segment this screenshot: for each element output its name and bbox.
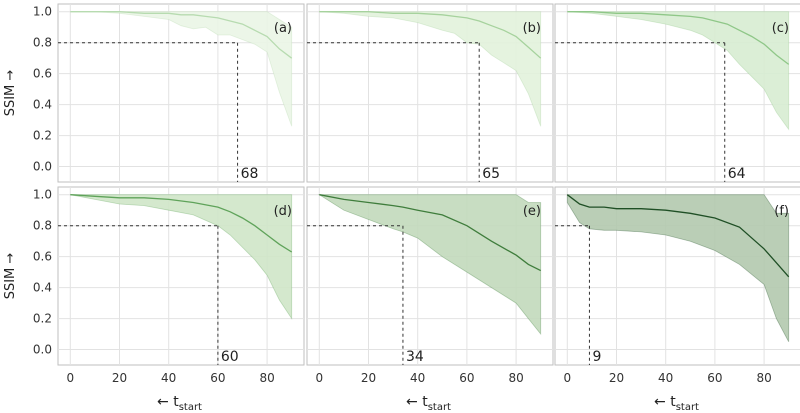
panel-plot-area: [555, 4, 800, 182]
y-tick-label: 0.2: [33, 312, 52, 326]
panel-b: 65 (b): [306, 3, 554, 183]
x-axis-subscript: start: [179, 402, 202, 413]
panel-c: 64 (c): [554, 3, 800, 183]
x-tick-label: 0: [563, 371, 571, 385]
x-tick-label: 80: [259, 371, 274, 385]
panel-grid: 68 (a) 0.0 0.2 0.4 0.6 0.8 1.0 65 (b) 64 (c) 60 (d) 0.…: [33, 3, 800, 385]
panel-letter: (f): [774, 204, 789, 219]
x-axis-title: ← tstart: [406, 394, 451, 413]
mean-line: [70, 11, 293, 59]
threshold-value-label: 64: [728, 166, 746, 182]
panel-letter: (c): [772, 21, 789, 36]
x-axis-title: ← tstart: [654, 394, 699, 413]
x-tick-label: 0: [315, 371, 323, 385]
x-axis-title: ← tstart: [157, 394, 202, 413]
panel-plot-area: [307, 187, 553, 365]
x-axis-subscript: start: [676, 402, 699, 413]
x-axis-arrow: ←: [406, 394, 422, 410]
mean-line: [70, 194, 293, 253]
x-tick-label: 60: [459, 371, 474, 385]
threshold-value-label: 9: [592, 349, 601, 365]
y-tick-label: 0.4: [33, 281, 52, 295]
x-axis-main: t: [422, 394, 428, 410]
mean-line: [319, 11, 542, 59]
x-tick-label: 80: [756, 371, 771, 385]
panel-plot-area: [58, 187, 304, 365]
y-tick-label: 0.4: [33, 98, 52, 112]
confidence-band: [70, 11, 293, 127]
y-tick-label: 0.8: [33, 36, 52, 50]
y-axis-title: SSIM →: [3, 70, 18, 117]
y-tick-label: 1.0: [33, 188, 52, 202]
y-axis-title: SSIM →: [3, 253, 18, 300]
x-tick-label: 40: [161, 371, 176, 385]
y-tick-label: 0.2: [33, 129, 52, 143]
x-tick-label: 40: [410, 371, 425, 385]
panel-a: 68 (a) 0.0 0.2 0.4 0.6 0.8 1.0: [33, 3, 305, 183]
x-axis-subscript: start: [428, 402, 451, 413]
x-tick-label: 20: [112, 371, 127, 385]
threshold-value-label: 60: [221, 349, 239, 365]
panel-f: 9 (f) 0 20 40 60 80: [554, 186, 800, 385]
x-axis-arrow: ←: [654, 394, 670, 410]
panel-d: 60 (d) 0.0 0.2 0.4 0.6 0.8 1.0 0 20 40 60 80: [33, 186, 305, 385]
threshold-value-label: 65: [482, 166, 500, 182]
y-tick-label: 0.6: [33, 67, 52, 81]
threshold-value-label: 68: [241, 166, 259, 182]
x-axis-main: t: [670, 394, 676, 410]
panel-plot-area: [555, 187, 800, 365]
mean-line: [566, 194, 790, 278]
x-tick-label: 40: [658, 371, 673, 385]
x-axis-arrow: ←: [157, 394, 173, 410]
panel-plot-area: [307, 4, 553, 182]
y-tick-label: 0.6: [33, 250, 52, 264]
confidence-band: [567, 11, 790, 131]
confidence-band: [319, 11, 542, 127]
panel-e: 34 (e) 0 20 40 60 80: [306, 186, 554, 385]
panel-plot-area: [58, 4, 304, 182]
x-tick-label: 0: [66, 371, 74, 385]
x-axis-labels: ← tstart ← tstart ← tstart: [157, 394, 699, 413]
mean-line: [567, 11, 790, 65]
panel-letter: (b): [523, 21, 541, 36]
confidence-band: [70, 194, 293, 320]
y-axis-labels: SSIM → SSIM →: [3, 70, 18, 300]
x-tick-label: 60: [210, 371, 225, 385]
y-tick-label: 0.0: [33, 343, 52, 357]
x-tick-label: 80: [508, 371, 523, 385]
panel-letter: (e): [523, 204, 541, 219]
x-tick-label: 20: [361, 371, 376, 385]
confidence-band: [566, 194, 790, 342]
x-tick-label: 20: [609, 371, 624, 385]
x-tick-label: 60: [707, 371, 722, 385]
panel-letter: (d): [274, 204, 292, 219]
panel-letter: (a): [274, 21, 292, 36]
threshold-value-label: 34: [406, 349, 424, 365]
confidence-band: [317, 194, 542, 336]
x-axis-main: t: [173, 394, 179, 410]
y-tick-label: 0.8: [33, 219, 52, 233]
y-tick-label: 1.0: [33, 5, 52, 19]
mean-line: [319, 194, 541, 272]
y-tick-label: 0.0: [33, 160, 52, 174]
